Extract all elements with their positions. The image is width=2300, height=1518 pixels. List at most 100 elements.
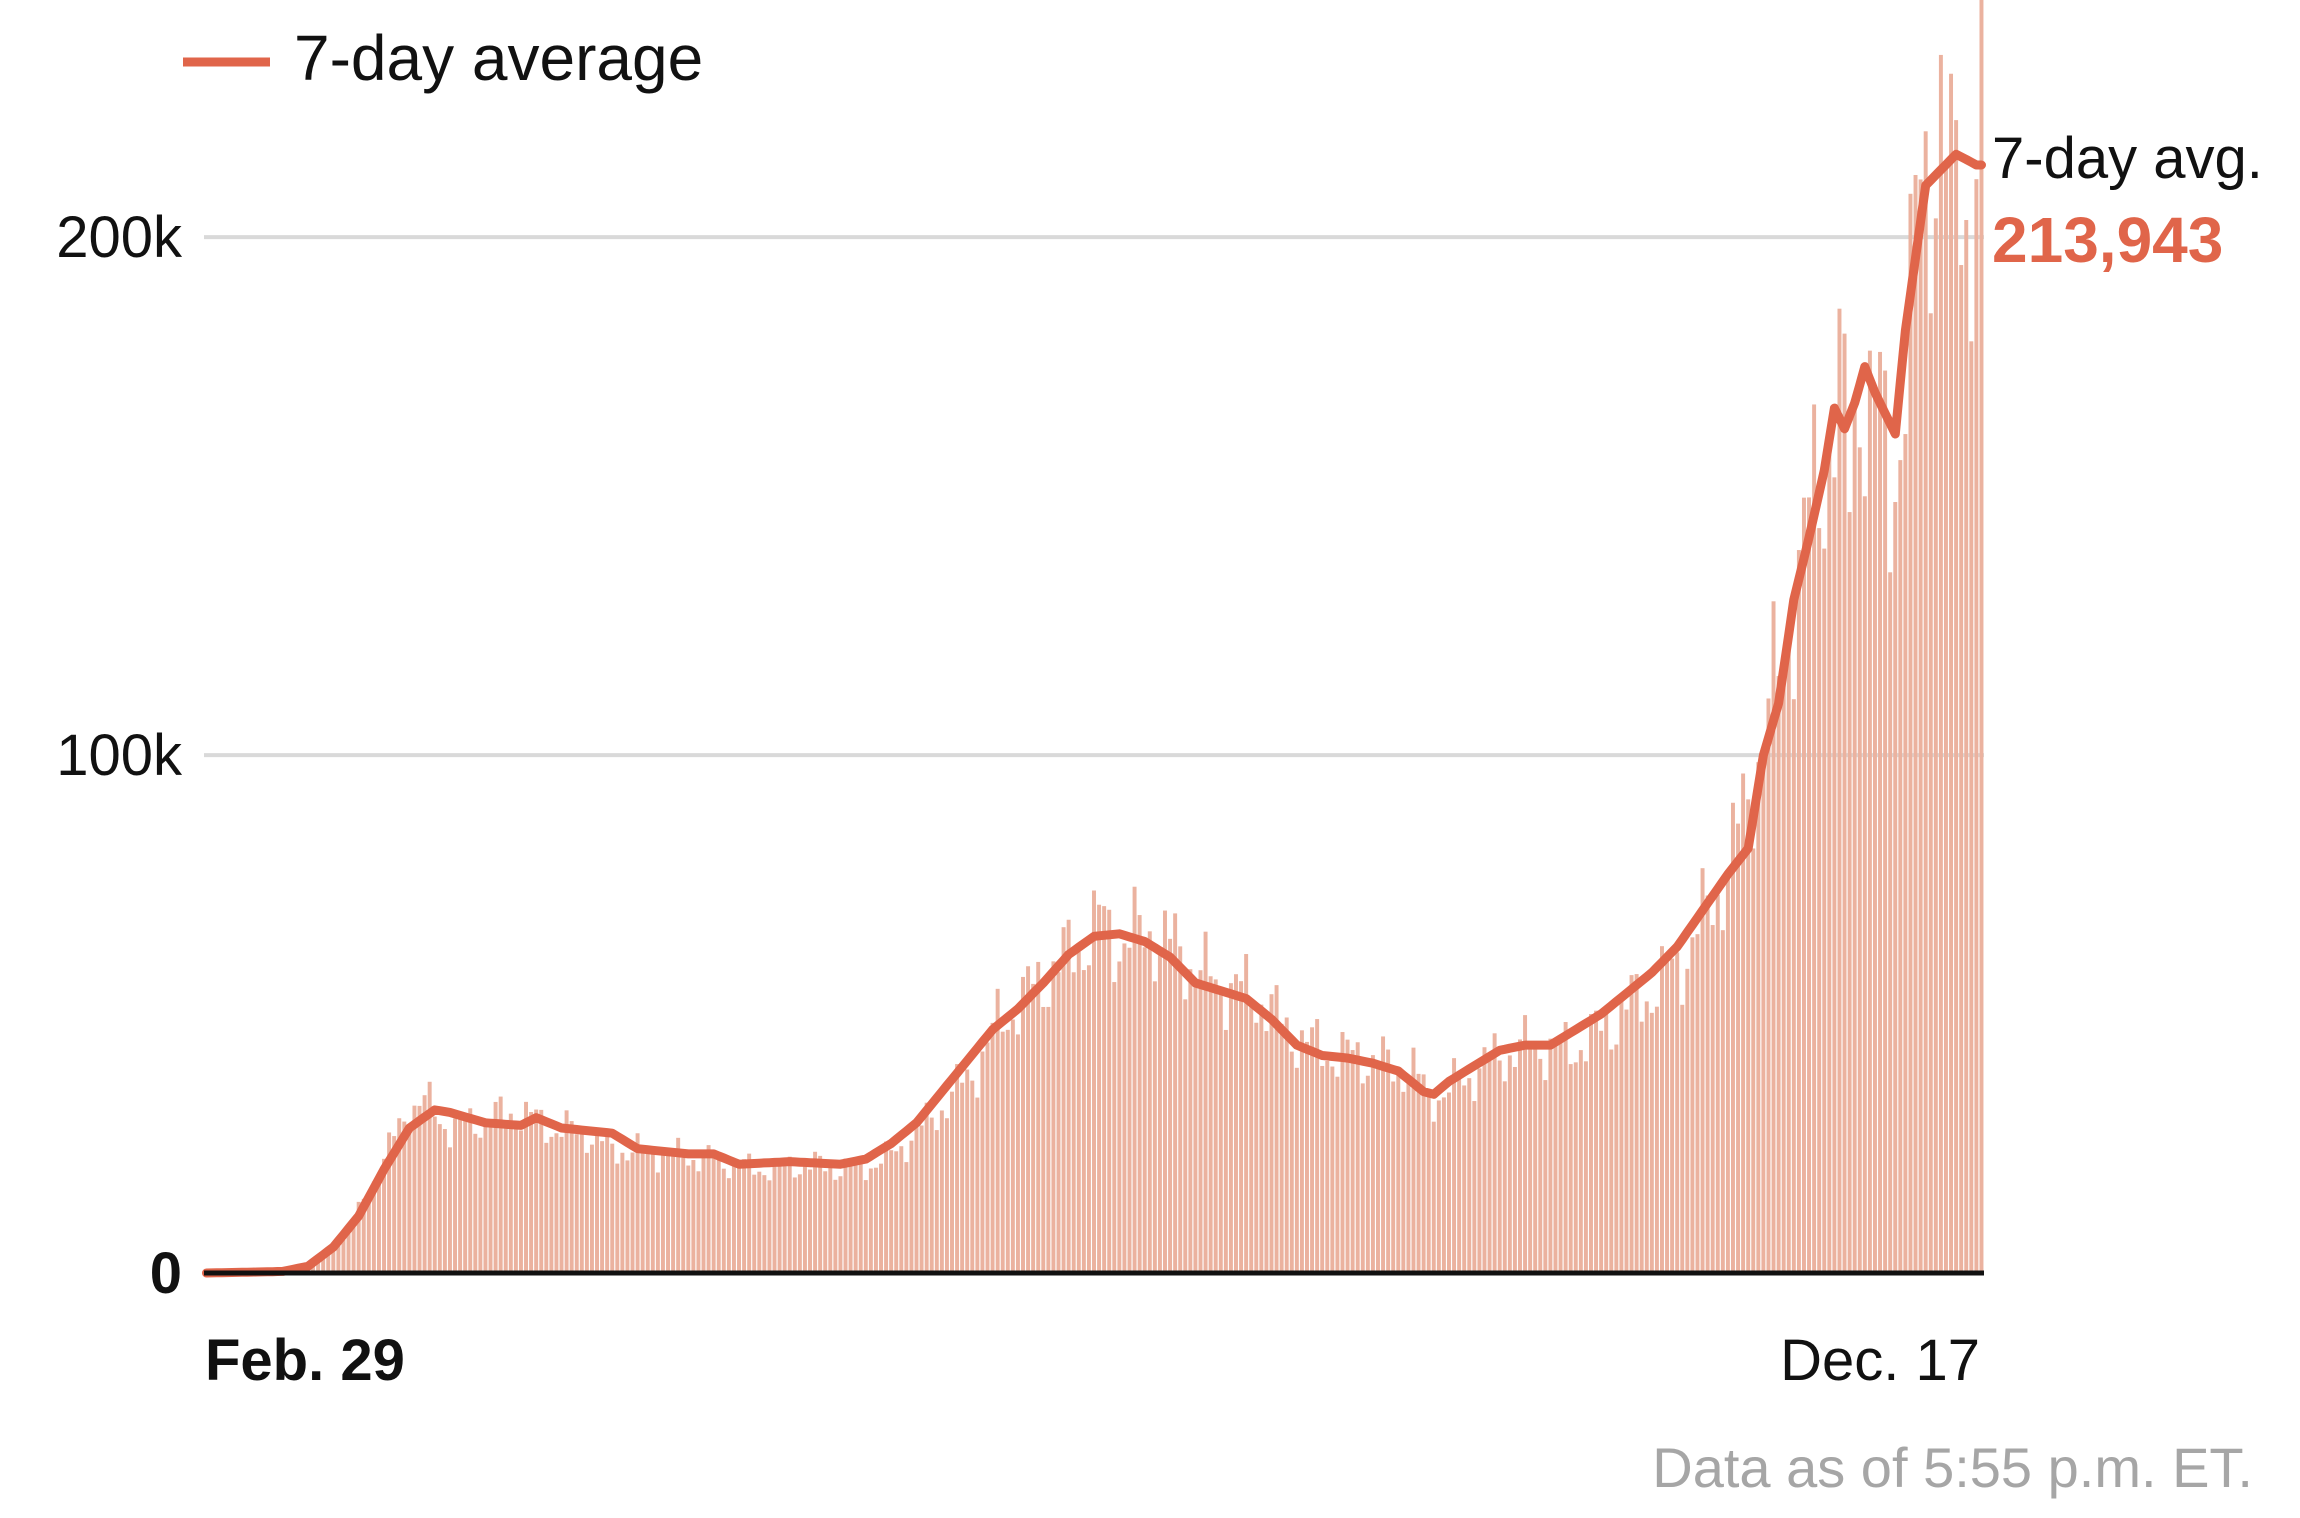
- average-line-series: [202, 149, 1986, 1278]
- y-tick-label-2: 200k: [56, 205, 183, 270]
- daily-bar: [488, 1125, 493, 1273]
- daily-bar: [792, 1177, 797, 1273]
- daily-bar: [1634, 974, 1639, 1273]
- daily-bar: [944, 1118, 949, 1273]
- daily-bar: [797, 1174, 802, 1273]
- daily-bar: [1492, 1033, 1497, 1273]
- daily-bar: [1639, 1021, 1644, 1273]
- daily-bar: [1365, 1075, 1370, 1273]
- daily-bar: [1654, 1006, 1659, 1273]
- daily-bar: [1954, 120, 1959, 1273]
- daily-bar: [1578, 1050, 1583, 1273]
- daily-bar: [1330, 1066, 1335, 1273]
- daily-bar: [1736, 823, 1741, 1273]
- daily-bar: [660, 1154, 665, 1273]
- daily-bar: [630, 1152, 635, 1273]
- daily-bar: [838, 1176, 843, 1273]
- daily-bar: [721, 1168, 726, 1273]
- daily-bar: [498, 1096, 503, 1273]
- daily-bar: [939, 1110, 944, 1273]
- daily-bar: [1061, 927, 1066, 1273]
- daily-bar: [1005, 1029, 1010, 1273]
- daily-bar: [1523, 1015, 1528, 1273]
- daily-bar: [777, 1159, 782, 1273]
- daily-bar: [1132, 886, 1137, 1273]
- daily-bar: [1583, 1061, 1588, 1273]
- daily-bar: [914, 1124, 919, 1273]
- daily-bar: [1502, 1081, 1507, 1273]
- daily-bar: [787, 1156, 792, 1273]
- daily-bar: [635, 1133, 640, 1273]
- daily-bar: [1173, 913, 1178, 1273]
- daily-bar: [1178, 946, 1183, 1273]
- daily-bar: [1112, 982, 1117, 1273]
- daily-bar: [1467, 1078, 1472, 1273]
- daily-bar: [1431, 1121, 1436, 1273]
- daily-bar: [1943, 163, 1948, 1274]
- daily-bar: [524, 1101, 529, 1273]
- daily-bar: [1396, 1069, 1401, 1273]
- daily-bar: [1264, 1031, 1269, 1273]
- daily-bar: [346, 1229, 351, 1273]
- daily-bar: [483, 1118, 488, 1273]
- daily-bar: [1000, 1031, 1005, 1273]
- daily-bar: [1168, 938, 1173, 1273]
- daily-bar: [1218, 990, 1223, 1273]
- daily-bar: [823, 1171, 828, 1273]
- daily-bar: [1619, 1000, 1624, 1273]
- daily-bar: [1254, 1022, 1259, 1273]
- daily-bar: [564, 1110, 569, 1273]
- daily-bar: [1497, 1060, 1502, 1273]
- daily-bar: [376, 1181, 381, 1273]
- daily-bar: [1137, 915, 1142, 1273]
- daily-bar: [1609, 1049, 1614, 1273]
- daily-bar: [371, 1181, 376, 1273]
- daily-bar: [1320, 1065, 1325, 1273]
- daily-bar: [1548, 1038, 1553, 1273]
- daily-bar: [1228, 983, 1233, 1273]
- gridlines: 0 100k 200k: [56, 205, 1984, 1306]
- daily-bar: [569, 1121, 574, 1273]
- daily-bar: [1675, 952, 1680, 1273]
- daily-bar: [1325, 1060, 1330, 1273]
- daily-bar: [600, 1141, 605, 1273]
- daily-bar: [904, 1162, 909, 1273]
- daily-bar: [1223, 1029, 1228, 1273]
- daily-bar: [671, 1151, 676, 1273]
- daily-bar: [595, 1130, 599, 1273]
- daily-bar: [742, 1159, 747, 1273]
- daily-bar: [1239, 981, 1244, 1273]
- daily-bar: [909, 1140, 914, 1273]
- daily-bar: [321, 1253, 326, 1273]
- daily-bar: [1142, 947, 1147, 1273]
- daily-bar: [1903, 434, 1908, 1273]
- daily-bar: [1457, 1078, 1462, 1273]
- daily-bar: [1284, 1017, 1289, 1273]
- daily-bar: [1183, 999, 1188, 1273]
- daily-bar: [1081, 970, 1086, 1273]
- daily-bar: [747, 1153, 752, 1273]
- daily-bar: [899, 1146, 904, 1273]
- daily-bar: [356, 1201, 361, 1273]
- daily-bar: [1208, 976, 1213, 1273]
- daily-bar: [1381, 1036, 1386, 1273]
- daily-bar: [1092, 890, 1096, 1273]
- daily-bar: [1933, 218, 1938, 1274]
- daily-bar: [417, 1105, 422, 1273]
- y-tick-label-0: 0: [150, 1241, 182, 1306]
- daily-bar: [1274, 985, 1279, 1273]
- daily-bar: [868, 1168, 873, 1273]
- daily-bar: [650, 1154, 655, 1273]
- daily-bar: [1193, 986, 1198, 1273]
- daily-bar: [478, 1137, 483, 1273]
- daily-bar: [1294, 1067, 1299, 1273]
- daily-bar: [1472, 1101, 1477, 1273]
- daily-bar: [361, 1198, 366, 1273]
- daily-bar: [1746, 799, 1751, 1273]
- daily-bar: [666, 1151, 670, 1273]
- daily-bar: [1751, 848, 1756, 1273]
- daily-bar: [615, 1163, 620, 1273]
- daily-bar: [1097, 904, 1102, 1273]
- daily-bar: [701, 1153, 706, 1273]
- daily-bar: [1056, 972, 1061, 1273]
